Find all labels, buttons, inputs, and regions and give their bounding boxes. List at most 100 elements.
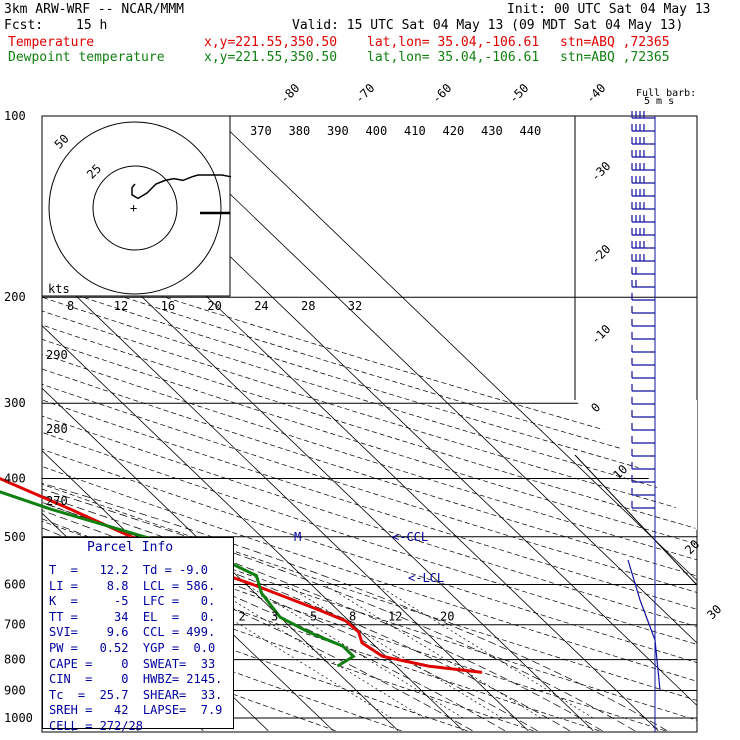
- mixing-ratio-label: 3: [271, 610, 278, 624]
- isotherm-label: -40: [583, 81, 608, 106]
- dry-adiabat: [42, 540, 600, 732]
- hodograph-unit: kts: [48, 282, 70, 296]
- isotherm-label: -30: [588, 159, 613, 184]
- mixing-ratio-label: 12: [388, 610, 402, 624]
- pressure-tick-label: 800: [4, 653, 26, 667]
- pressure-tick-label: 100: [4, 109, 26, 123]
- mixing-ratio-line: [375, 584, 594, 719]
- parcel-info-title: Parcel Info: [87, 540, 174, 555]
- temperature-xy: x,y=221.55,350.50: [204, 35, 338, 50]
- moist-adiabat: [42, 495, 603, 732]
- dry-adiabat: [42, 339, 697, 545]
- parcel-info-panel: Parcel Info T = 12.2 Td = -9.0 LI = 8.8 L…: [42, 537, 234, 733]
- temperature-station: stn=ABQ ,72365: [560, 35, 670, 50]
- parcel-info-row: K = -5 LFC = 0.: [49, 594, 216, 609]
- parcel-info-row: SREH = 42 LAPSE= 7.9: [49, 703, 223, 718]
- dewpoint-latlon: lat,lon= 35.04,-106.61: [367, 50, 540, 65]
- hodograph-ring: [48, 121, 222, 295]
- speed-tick-label: 28: [301, 299, 315, 313]
- forecast-label: Fcst:: [4, 18, 44, 33]
- pressure-tick-label: 500: [4, 530, 26, 544]
- isotherm-label: -80: [277, 81, 302, 106]
- speed-tick-label: 20: [207, 299, 221, 313]
- parcel-info-row: SVI= 9.6 CCL = 499.: [49, 625, 216, 640]
- barb-legend-line2: 5 m s: [644, 96, 674, 107]
- speed-tick-label: 12: [114, 299, 128, 313]
- init-time: Init: 00 UTC Sat 04 May 13: [507, 2, 711, 17]
- temperature-legend: Temperature: [8, 35, 95, 50]
- theta-e-label: 370: [250, 124, 272, 138]
- parcel-info-row: CAPE = 0 SWEAT= 33: [49, 656, 216, 671]
- dry-adiabat: [42, 466, 697, 682]
- isotherm: [0, 103, 8, 731]
- mixing-ratio-label: 8: [349, 610, 356, 624]
- dewpoint-station: stn=ABQ ,72365: [560, 50, 670, 65]
- dewpoint-legend: Dewpoint temperature: [8, 50, 165, 65]
- mixing-ratio-line: [245, 584, 464, 719]
- speed-tick-label: 32: [348, 299, 362, 313]
- theta-e-label: 410: [404, 124, 426, 138]
- speed-tick-label: 24: [254, 299, 268, 313]
- parcel-info-row: LI = 8.8 LCL = 586.: [49, 578, 216, 593]
- temperature-latlon: lat,lon= 35.04,-106.61: [367, 35, 540, 50]
- sounding-annotation: <-CCL: [392, 530, 428, 544]
- isotherm-label: 20: [682, 537, 702, 557]
- barb-legend-line1: Full barb:: [636, 88, 696, 99]
- pressure-tick-label: 200: [4, 290, 26, 304]
- theta-e-label: 400: [366, 124, 388, 138]
- moist-adiabat: [42, 488, 635, 732]
- dry-adiabat: [42, 324, 697, 530]
- sounding-annotation: M: [294, 530, 301, 544]
- mixing-ratio-label: 20: [440, 610, 454, 624]
- mixing-ratio-label: 2: [239, 610, 246, 624]
- moist-adiabat: [42, 527, 473, 732]
- pressure-tick-label: 300: [4, 396, 26, 410]
- isotherm: [213, 116, 697, 582]
- moist-adiabat: [42, 518, 506, 732]
- speed-tick-label: 16: [161, 299, 175, 313]
- hodograph-ring: [92, 165, 178, 251]
- isotherm: [42, 325, 464, 732]
- model-title: 3km ARW-WRF -- NCAR/MMM: [4, 2, 185, 17]
- dry-adiabat: [42, 501, 697, 721]
- moist-adiabat: [42, 482, 668, 732]
- pressure-tick-label: 900: [4, 683, 26, 697]
- dry-adiabat: [42, 483, 697, 701]
- speed-tick-label: 8: [67, 299, 74, 313]
- dry-adiabat: [42, 520, 666, 732]
- theta-e-label: 440: [520, 124, 542, 138]
- isotherm: [148, 116, 697, 644]
- boundary-mask: [575, 400, 697, 530]
- theta-e-label: 420: [443, 124, 465, 138]
- forecast-hour: 15 h: [76, 18, 108, 33]
- dry-adiabat: [42, 296, 697, 500]
- pressure-tick-label: 700: [4, 618, 26, 632]
- dry-adiabat: [42, 415, 697, 628]
- hodograph-trace: [131, 174, 232, 200]
- mixing-ratio-line: [284, 584, 503, 719]
- parcel-info-row: TT = 34 EL = 0.: [49, 609, 216, 624]
- isotherm-label: -70: [352, 81, 377, 106]
- dewpoint-profile: [0, 490, 356, 668]
- valid-time: Valid: 15 UTC Sat 04 May 13 (09 MDT Sat …: [292, 18, 684, 33]
- theta-e-label: 390: [327, 124, 349, 138]
- mixing-ratio-label: 5: [310, 610, 317, 624]
- dry-adiabat: [42, 270, 697, 471]
- theta-e-label: 430: [481, 124, 503, 138]
- dry-adiabat: [42, 601, 402, 732]
- sounding-annotation: <-LCL: [408, 571, 444, 585]
- wind-barb-lower: [627, 559, 661, 691]
- dry-adiabat-label: 270: [46, 494, 68, 508]
- isotherm-label: -60: [429, 81, 454, 106]
- dry-adiabat: [42, 368, 697, 577]
- boundary-line: [574, 454, 698, 586]
- isotherm: [42, 262, 529, 732]
- mixing-ratio-line: [323, 584, 542, 719]
- dry-adiabat-label: 290: [46, 348, 68, 362]
- theta-e-label: 380: [289, 124, 311, 138]
- parcel-info-row: CELL = 272/28: [49, 719, 143, 733]
- parcel-info-row: PW = 0.52 YGP = 0.0: [49, 641, 216, 655]
- parcel-info-row: CIN = 0 HWBZ= 2145.: [49, 672, 223, 687]
- pressure-tick-label: 1000: [4, 711, 33, 725]
- isotherm-label: -50: [506, 81, 531, 106]
